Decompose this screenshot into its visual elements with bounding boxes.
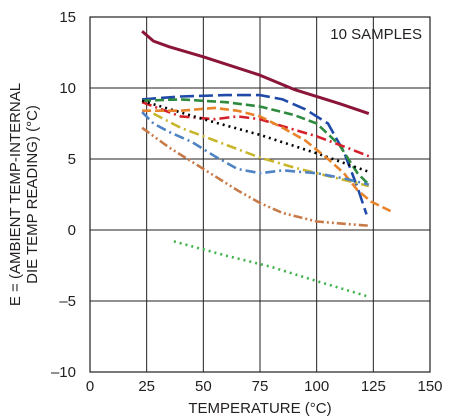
series-line-9	[141, 126, 369, 227]
x-tick-label: 25	[138, 378, 155, 395]
x-tick-label: 125	[361, 378, 386, 395]
series-line-1	[141, 30, 370, 116]
x-tick-label: 0	[86, 378, 94, 395]
tick-labels: 0 25 50 75 100 125 150 –10 –5 0 5 10 15	[51, 9, 443, 395]
grid	[90, 17, 430, 372]
x-tick-label: 100	[304, 378, 329, 395]
series-line-5	[141, 99, 370, 174]
x-tick-label: 75	[252, 378, 269, 395]
series-line-6	[142, 106, 393, 213]
x-tick-label: 50	[195, 378, 212, 395]
x-axis-title: TEMPERATURE (°C)	[188, 400, 331, 417]
series-line-8	[141, 111, 370, 186]
series-line-3	[142, 98, 370, 186]
plot-frame	[89, 16, 431, 373]
x-tick-label: 150	[417, 378, 442, 395]
y-tick-label: –5	[59, 293, 76, 310]
series-line-10	[173, 240, 370, 298]
series-group	[141, 30, 393, 298]
y-axis-title-line-2: DIE TEMP READING) (°C)	[24, 105, 41, 284]
samples-annotation: 10 SAMPLES	[330, 26, 422, 43]
series-line-2	[142, 93, 368, 215]
y-tick-label: –10	[51, 364, 76, 381]
y-tick-label: 10	[59, 80, 76, 97]
y-tick-label: 5	[68, 151, 76, 168]
y-tick-label: 15	[59, 9, 76, 26]
y-axis-title-line-1: E = (AMBIENT TEMP-INTERNAL	[7, 83, 24, 306]
y-tick-label: 0	[68, 222, 76, 239]
series-line-4	[141, 100, 370, 158]
series-line-7	[152, 112, 370, 188]
